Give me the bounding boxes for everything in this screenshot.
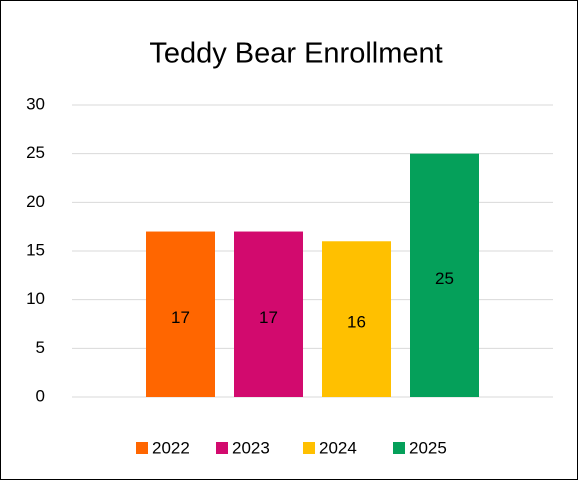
data-label: 17 [171,308,190,327]
bar [322,241,391,397]
bar [234,231,303,397]
legend-label: 2025 [409,438,447,457]
data-label: 16 [347,313,366,332]
y-tick-label: 15 [26,240,45,259]
y-tick-label: 25 [26,143,45,162]
y-tick-label: 10 [26,289,45,308]
bar [146,231,215,397]
chart-title: Teddy Bear Enrollment [149,38,442,70]
y-tick-label: 5 [36,338,45,357]
data-label: 25 [435,269,454,288]
legend-swatch [303,442,315,454]
legend-label: 2022 [152,438,190,457]
y-tick-label: 0 [36,386,45,405]
legend-swatch [216,442,228,454]
bar [410,153,479,397]
legend-swatch [136,442,148,454]
legend-label: 2024 [319,438,357,457]
data-label: 17 [259,308,278,327]
legend-swatch [393,442,405,454]
y-tick-label: 30 [26,94,45,113]
legend-label: 2023 [232,438,270,457]
y-tick-label: 20 [26,192,45,211]
